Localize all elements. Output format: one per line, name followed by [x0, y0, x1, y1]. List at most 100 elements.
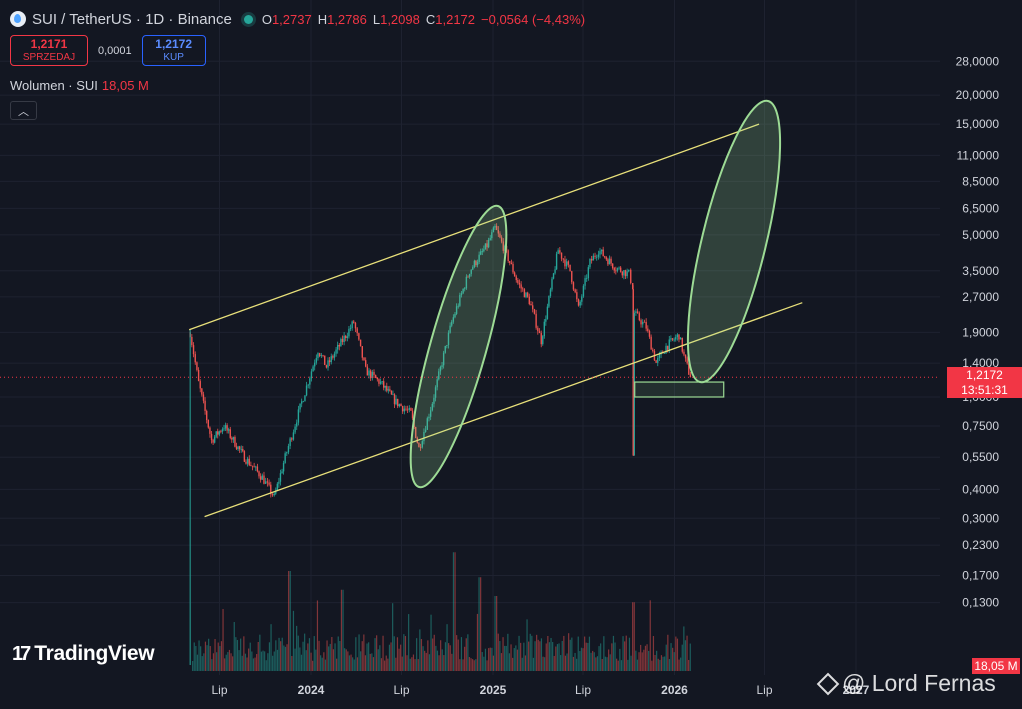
candle-body: [213, 436, 216, 443]
candle-body: [465, 276, 468, 289]
candle-body: [460, 293, 463, 295]
candle-body: [611, 263, 614, 269]
volume-bar: [414, 659, 416, 671]
volume-bar: [212, 653, 215, 671]
collapse-legend-button[interactable]: ︿: [10, 101, 37, 120]
volume-bar: [619, 648, 621, 671]
volume-bar: [472, 659, 474, 671]
candle-body: [419, 447, 422, 449]
volume-bar: [393, 636, 395, 671]
candle-body: [263, 475, 265, 484]
volume-bar: [305, 650, 307, 671]
volume-bar: [542, 656, 544, 671]
volume-bar: [524, 655, 527, 671]
candle-body: [401, 406, 404, 412]
volume-bar: [502, 637, 504, 671]
candle-body: [410, 408, 412, 411]
volume-bar: [227, 652, 229, 671]
volume-bar: [649, 600, 651, 671]
candle-body: [600, 249, 603, 252]
candle-body: [338, 345, 340, 347]
volume-bar: [483, 656, 485, 671]
ellipse-highlight-2024: [409, 204, 508, 489]
volume-bar: [328, 646, 330, 671]
buy-button[interactable]: 1,2172 KUP: [141, 35, 206, 66]
volume-bar: [569, 639, 571, 671]
candle-body: [282, 462, 285, 472]
volume-bar: [366, 643, 368, 671]
candle-body: [597, 254, 600, 257]
y-axis-tick-label: 5,0000: [962, 228, 999, 242]
volume-bar: [688, 659, 690, 671]
volume-bar: [273, 651, 275, 671]
candle-body: [495, 225, 498, 230]
volume-bar: [235, 637, 237, 671]
ellipse-projection-2026: [686, 99, 782, 384]
volume-bar: [651, 660, 653, 671]
market-open-icon: [243, 14, 253, 24]
volume-bar: [536, 634, 538, 671]
volume-bar: [326, 640, 328, 671]
author-watermark: @ Lord Fernas: [816, 670, 996, 697]
volume-bar: [595, 657, 597, 671]
volume-bar: [641, 652, 643, 671]
volume-bar: [412, 654, 415, 671]
ohlc-open-key: O: [261, 11, 272, 27]
candle-body: [483, 249, 485, 252]
volume-bar: [355, 637, 357, 671]
volume-bar: [332, 649, 335, 671]
sell-button[interactable]: 1,2171 SPRZEDAJ: [10, 35, 88, 66]
volume-bar: [246, 657, 248, 671]
volume-bar: [513, 648, 515, 671]
volume-bar: [198, 640, 200, 671]
candle-body: [489, 238, 491, 240]
symbol-title[interactable]: SUI / TetherUS · 1D · Binance: [32, 10, 232, 28]
candle-body: [470, 269, 472, 274]
candle-body: [513, 272, 516, 277]
candle-body: [562, 258, 564, 260]
candle-body: [602, 249, 604, 257]
watermark-text: @ Lord Fernas: [842, 670, 996, 696]
volume-bar: [404, 636, 407, 671]
candle-body: [567, 261, 570, 265]
volume-bar: [368, 642, 370, 671]
candle-body: [449, 325, 451, 333]
volume-bar: [683, 626, 685, 671]
candle-body: [292, 432, 295, 440]
candle-body: [452, 317, 455, 322]
candle-body: [515, 276, 517, 281]
candle-body: [467, 276, 469, 278]
volume-bar: [409, 658, 411, 671]
candle-body: [289, 438, 291, 447]
tradingview-logo[interactable]: 17 TradingView: [12, 642, 155, 666]
volume-bar: [531, 635, 533, 671]
volume-bar: [353, 659, 355, 671]
volume-bar: [219, 646, 221, 671]
volume-bar: [616, 658, 618, 671]
candle-body: [484, 243, 487, 250]
volume-value: 18,05 M: [101, 78, 149, 93]
candle-body: [576, 292, 578, 300]
volume-bar: [342, 589, 344, 671]
volume-bar: [656, 650, 658, 671]
volume-legend[interactable]: Wolumen · SUI 18,05 M: [10, 78, 149, 93]
volume-bar: [465, 638, 467, 671]
volume-bar: [310, 652, 312, 671]
candle-body: [232, 437, 235, 440]
x-axis-tick-label: 2026: [661, 683, 688, 697]
candle-body: [356, 328, 358, 334]
volume-bar: [321, 657, 323, 671]
candle-body: [512, 264, 514, 273]
volume-bar: [603, 636, 605, 671]
volume-bar: [329, 643, 331, 671]
candle-body: [615, 270, 617, 272]
candle-body: [546, 306, 549, 320]
candle-body: [324, 355, 326, 366]
volume-bar: [630, 655, 632, 671]
candle-body: [554, 269, 556, 274]
candle-body: [384, 385, 386, 388]
candle-body: [543, 321, 546, 337]
volume-bar: [430, 614, 432, 671]
candle-body: [320, 355, 323, 357]
